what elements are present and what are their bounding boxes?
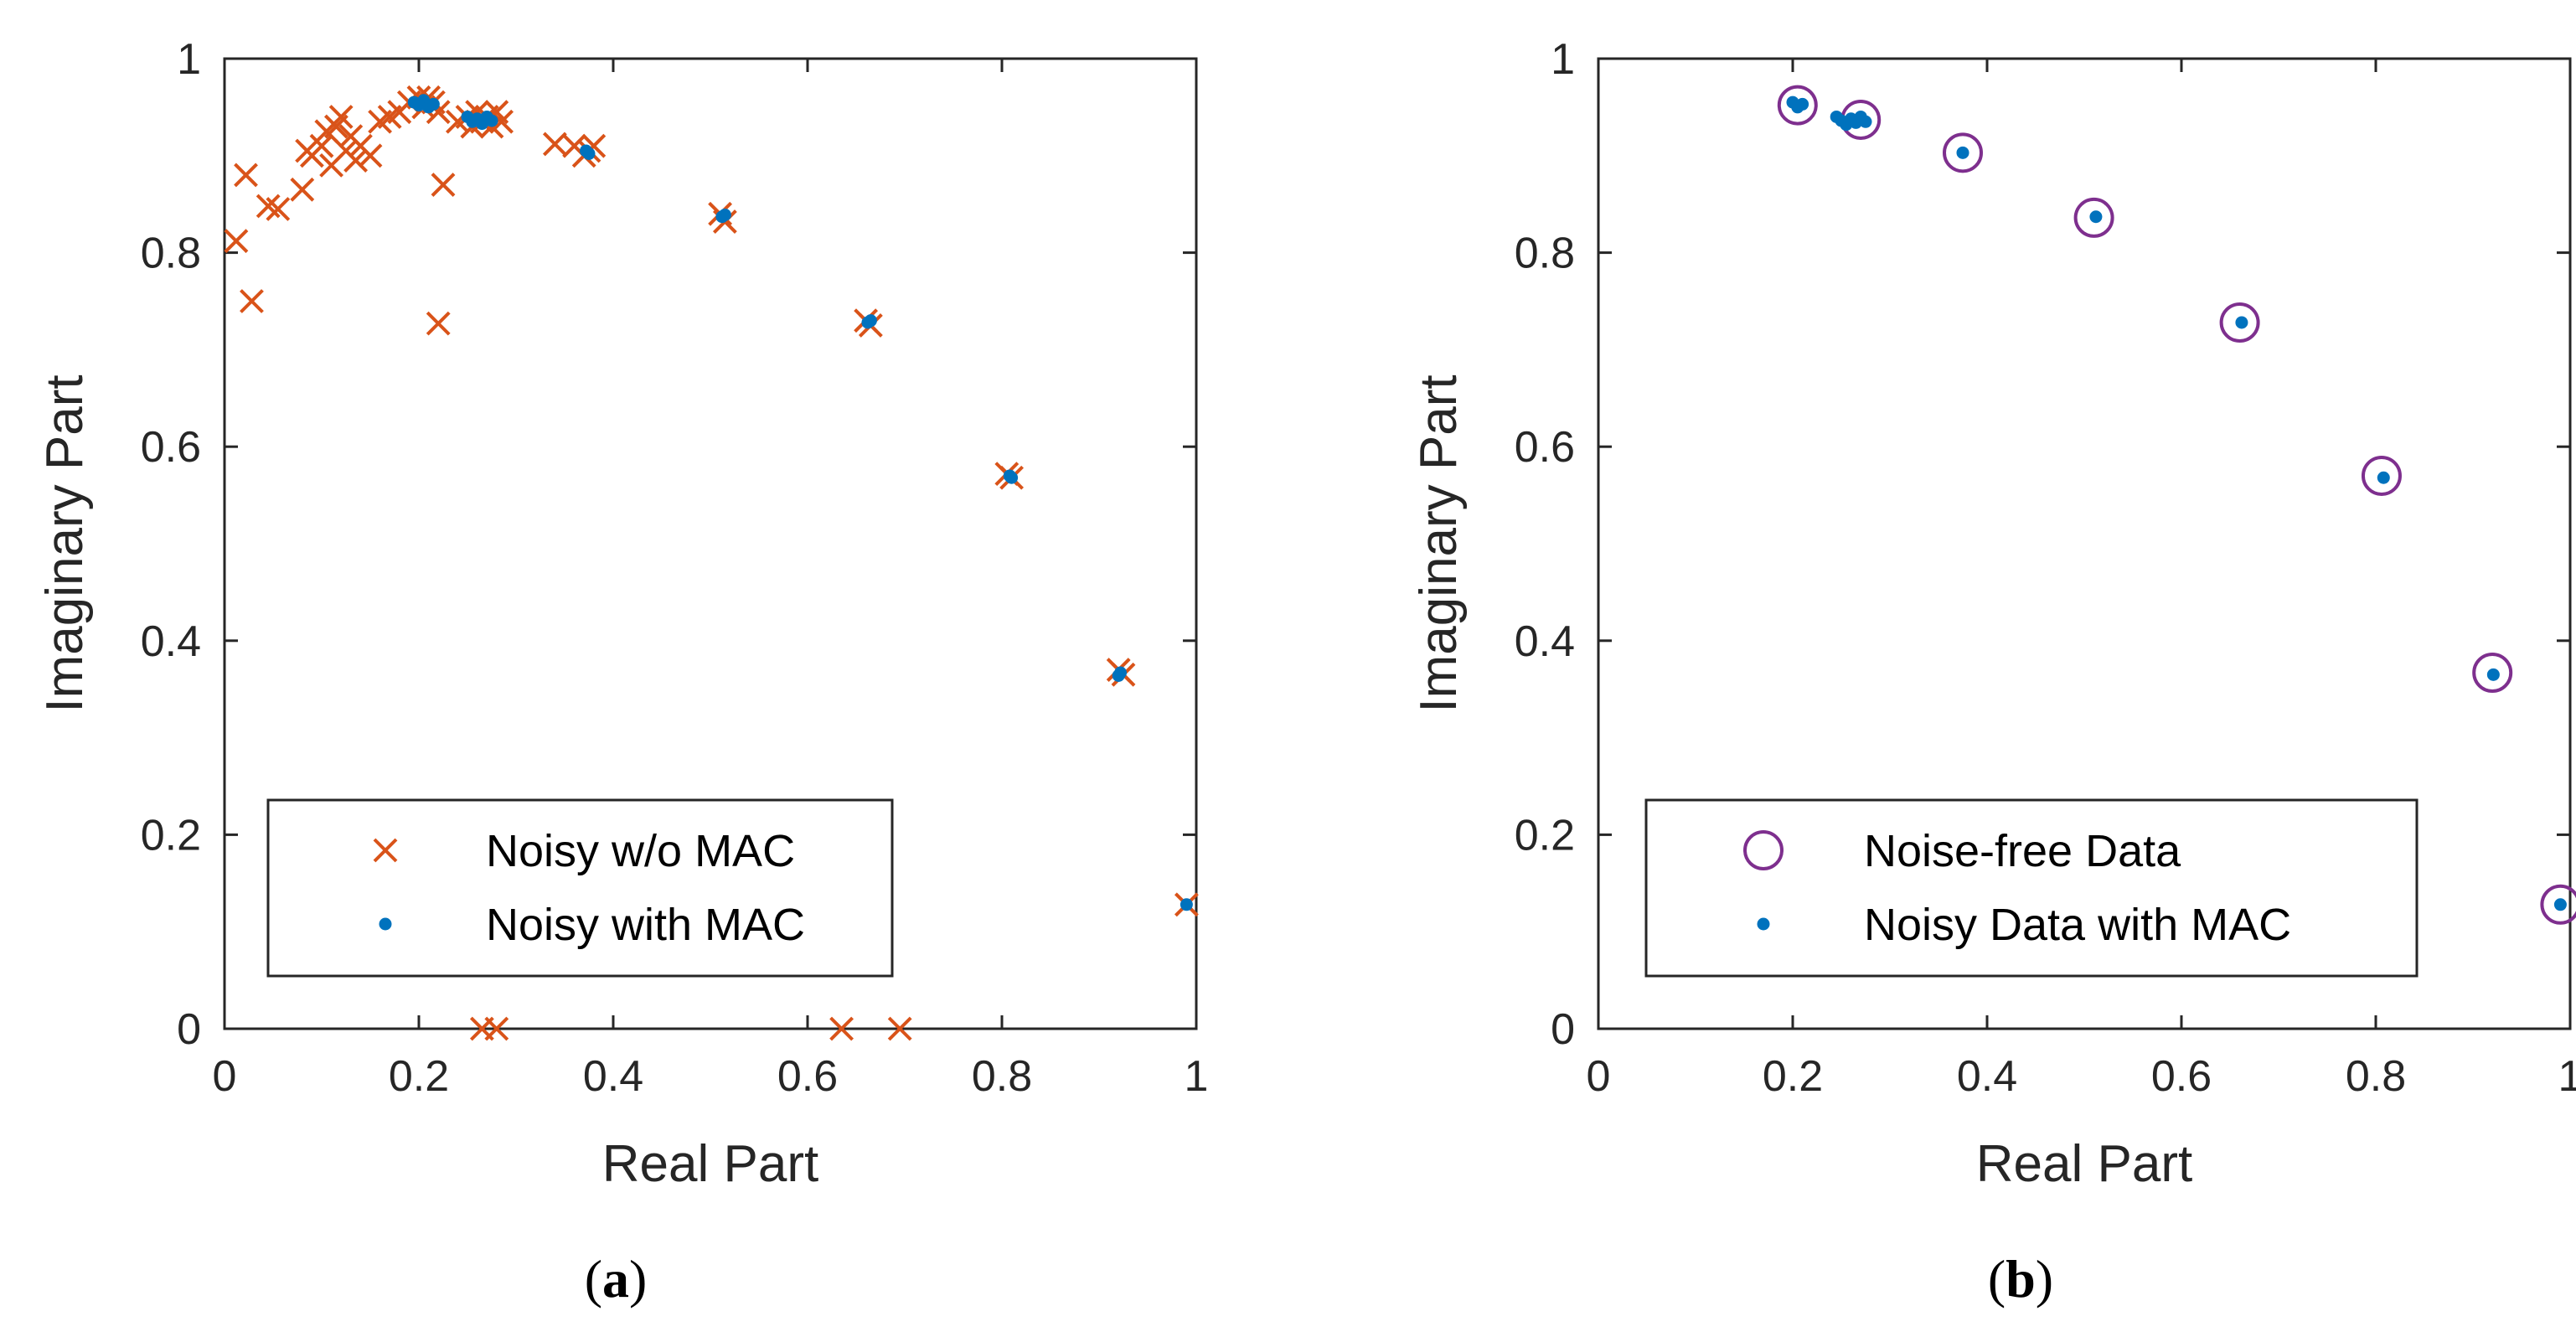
data-point-dot [718,208,731,221]
series-dot [407,94,1193,911]
panel-label: (a) [585,1249,648,1309]
x-tick-label: 1 [1185,1052,1209,1101]
panel-label: (b) [1988,1249,2053,1309]
x-tick-label: 0.8 [2346,1052,2406,1101]
data-point-circle [2472,653,2513,694]
data-point-x [343,148,369,173]
y-tick-label: 1 [177,35,201,84]
legend: Noise-free Data Noisy Data with MAC [1644,798,2419,978]
y-tick-label: 0.8 [1515,230,1575,278]
legend-box [1644,798,2419,978]
y-tick-label: 0.4 [141,617,201,666]
y-tick-label: 0 [1551,1005,1575,1054]
y-tick-label: 0.4 [1515,617,1575,666]
data-point-dot [1005,471,1019,484]
data-point-dot [2377,471,2390,484]
data-point-dot [2089,210,2103,224]
data-point-x [542,132,567,157]
chart-panel-a: 0 0.2 0.4 0.6 0.8 1 0 0.2 0.4 0.6 0.8 1 Real Part Ima… [36,35,1208,1309]
y-tick-label: 0.2 [1515,811,1575,860]
x-tick-label: 0 [213,1052,237,1101]
legend-marker-dot [379,917,392,931]
legend: Noisy w/o MAC Noisy with MAC [266,798,894,978]
data-point-dot [582,147,596,160]
data-point-x [266,197,291,221]
data-point-x [240,289,264,313]
data-point-circle [1943,132,1983,173]
plot-area-frame [1597,57,2572,1030]
data-point-x [224,229,249,254]
data-point-dot [2235,316,2248,329]
data-point-dot [1956,146,1969,159]
data-point-x [328,105,354,129]
plot-area-frame [223,57,1198,1030]
x-tick-label: 0.6 [777,1052,838,1101]
data-point-dot [1180,898,1193,911]
data-point-circle [2361,455,2402,496]
data-point-x [290,177,315,202]
y-tick-label: 0.2 [141,811,201,860]
chart-panel-b: 0 0.2 0.4 0.6 0.8 1 0 0.2 0.4 0.6 0.8 1 Real Part Ima… [1410,35,2576,1309]
y-tick-label: 0 [177,1005,201,1054]
x-tick-label: 0 [1587,1052,1611,1101]
series-circle [1777,85,2576,925]
data-point-x [887,1016,912,1041]
data-point-x [358,143,383,168]
data-point-dot [864,314,877,328]
legend-label: Noisy with MAC [486,900,805,950]
legend-label: Noisy w/o MAC [486,826,795,876]
x-axis-title: Real Part [602,1135,818,1193]
x-tick-label: 0.6 [2151,1052,2212,1101]
series-dot [1786,96,2567,911]
data-point-x [431,173,456,197]
y-tick-label: 0.6 [1515,423,1575,472]
data-point-dot [1112,669,1125,682]
data-point-circle [2540,884,2576,925]
data-point-x [489,109,514,134]
legend-marker-circle [1743,830,1784,870]
data-point-dot [485,114,498,127]
data-point-circle [2219,302,2260,343]
y-axis-title: Imaginary Part [1410,374,1468,712]
y-axis-title: Imaginary Part [36,374,94,712]
x-tick-label: 0.4 [583,1052,643,1101]
y-tick-label: 0.6 [141,423,201,472]
legend-label: Noise-free Data [1864,826,2181,876]
legend-marker-dot [1757,917,1770,931]
y-tick-label: 0.8 [141,230,201,278]
data-point-x [829,1016,854,1041]
data-point-dot [426,97,440,111]
x-tick-label: 0.2 [1763,1052,1823,1101]
data-point-dot [2486,668,2500,681]
x-tick-label: 1 [2558,1052,2576,1101]
legend-marker-x [373,838,398,863]
legend-box [266,798,894,978]
x-axis-title: Real Part [1976,1135,2192,1193]
data-point-dot [1796,97,1809,111]
data-point-x [309,133,334,158]
data-point-x [426,311,451,336]
data-point-dot [2553,898,2567,911]
data-point-dot [1859,115,1872,128]
y-tick-label: 1 [1551,35,1575,84]
data-point-x [234,163,258,188]
x-tick-label: 0.8 [972,1052,1032,1101]
legend-label: Noisy Data with MAC [1864,900,2291,950]
data-point-circle [1777,85,1818,126]
data-point-x [484,1016,509,1041]
x-tick-label: 0.2 [389,1052,449,1101]
x-tick-label: 0.4 [1957,1052,2017,1101]
data-point-circle [2073,197,2114,238]
